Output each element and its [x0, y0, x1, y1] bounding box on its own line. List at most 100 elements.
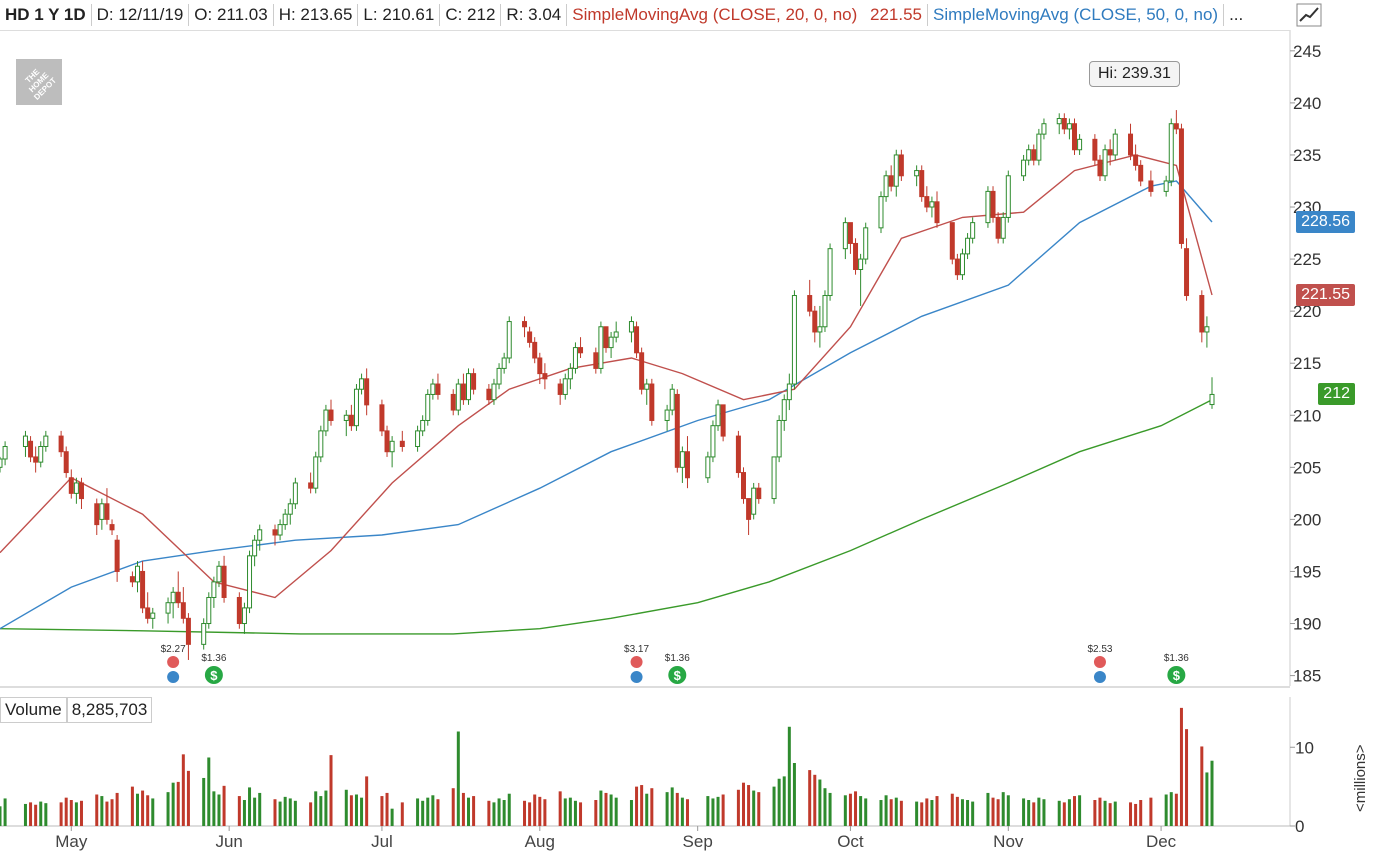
candle-body	[670, 389, 674, 410]
volume-bar	[279, 802, 282, 826]
volume-bar	[452, 788, 455, 826]
price-tick-label: 210	[1293, 406, 1321, 425]
candle-body	[95, 504, 99, 525]
time-tick-label: Dec	[1146, 832, 1177, 851]
candle	[29, 436, 33, 462]
earnings-label: $2.53	[1087, 644, 1112, 655]
volume-bar	[223, 786, 226, 826]
price-tick-label: 205	[1293, 458, 1321, 477]
candle-body	[314, 457, 318, 488]
earnings-icon	[1094, 656, 1106, 668]
more-button[interactable]: ...	[1224, 4, 1248, 26]
volume-bar	[167, 792, 170, 826]
candle-body	[1032, 150, 1036, 160]
candle-body	[1185, 249, 1189, 296]
volume-bar	[676, 793, 679, 826]
volume-bar	[640, 785, 643, 826]
candle-body	[843, 223, 847, 249]
volume-bar	[686, 799, 689, 826]
candle-body	[502, 358, 506, 368]
volume-bar	[80, 801, 83, 826]
volume-bar	[681, 798, 684, 826]
candle-body	[207, 597, 211, 623]
candle	[1098, 155, 1102, 181]
volume-bar	[75, 802, 78, 826]
candle-body	[141, 571, 145, 607]
candle-body	[1027, 150, 1031, 160]
volume-bar	[34, 805, 37, 826]
volume-bar	[243, 800, 246, 826]
candle	[808, 280, 812, 316]
drawing-tool-icon[interactable]	[1296, 3, 1322, 27]
candle	[248, 551, 252, 613]
candle-body	[920, 171, 924, 197]
candle-body	[253, 540, 257, 556]
volume-bar	[1042, 799, 1045, 826]
candle	[319, 426, 323, 462]
candle	[675, 389, 679, 472]
candle-body	[105, 504, 109, 520]
candle	[237, 592, 241, 628]
sma50-study-label[interactable]: SimpleMovingAvg (CLOSE, 50, 0, no)	[928, 4, 1224, 26]
volume-bar	[579, 802, 582, 826]
volume-axis: 010	[1290, 738, 1314, 836]
candle	[202, 618, 206, 649]
candle-body	[899, 155, 903, 176]
volume-bar	[207, 757, 210, 826]
candle-body	[747, 499, 751, 520]
candle-body	[110, 525, 114, 530]
symbol-label[interactable]: HD 1 Y 1D	[0, 4, 92, 26]
candle	[69, 469, 73, 498]
volume-bar	[543, 799, 546, 826]
candle-body	[186, 618, 190, 644]
candle-body	[523, 322, 527, 327]
candle-body	[1078, 139, 1082, 149]
candle-body	[854, 243, 858, 269]
candle	[1001, 212, 1005, 243]
candle	[991, 186, 995, 222]
volume-bar	[635, 787, 638, 826]
volume-bar	[1093, 800, 1096, 826]
candle	[151, 608, 155, 629]
candle-body	[716, 405, 720, 426]
dividend-symbol: $	[674, 668, 682, 683]
candle	[0, 457, 2, 473]
candle-body	[828, 249, 832, 296]
candle	[34, 447, 38, 473]
candle	[594, 348, 598, 374]
candle-body	[212, 582, 216, 598]
candle-body	[130, 577, 134, 582]
candle	[747, 499, 751, 535]
candle	[635, 322, 639, 358]
candle	[899, 150, 903, 181]
volume-label[interactable]: Volume	[0, 697, 67, 723]
volume-bar	[436, 799, 439, 826]
candle	[360, 374, 364, 395]
volume-bar	[992, 798, 995, 826]
candle	[986, 186, 990, 228]
candle	[777, 415, 781, 462]
candle	[930, 197, 934, 218]
candle	[3, 441, 7, 465]
candle	[1006, 171, 1010, 223]
candle	[1078, 134, 1082, 155]
volume-bar	[1149, 798, 1152, 826]
candle	[599, 322, 603, 374]
candle-body	[1098, 160, 1102, 176]
candle-body	[135, 566, 139, 582]
volume-bar	[706, 796, 709, 826]
range-readout: R: 3.04	[501, 4, 567, 26]
sma20-study-label[interactable]: SimpleMovingAvg (CLOSE, 20, 0, no) 221.5…	[567, 4, 928, 26]
candle-body	[3, 447, 7, 459]
candle-body	[202, 624, 206, 645]
candle-body	[991, 191, 995, 217]
candle-body	[248, 556, 252, 608]
volume-bar	[177, 782, 180, 826]
candle	[390, 436, 394, 467]
volume-bar	[462, 793, 465, 826]
candle-body	[879, 197, 883, 228]
candle-body	[1093, 139, 1097, 160]
volume-bar	[1134, 804, 1137, 826]
candle-body	[955, 259, 959, 275]
